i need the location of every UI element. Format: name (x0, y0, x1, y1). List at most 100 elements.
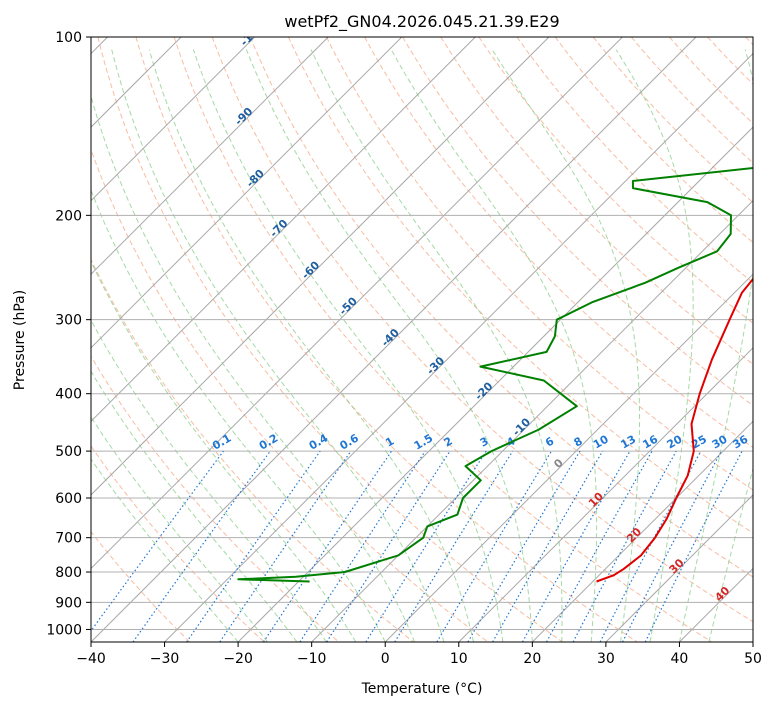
moist-adiabat (390, 49, 598, 642)
isotherm (91, 37, 476, 423)
mixing-ratio-line (521, 450, 631, 642)
y-tick-label: 400 (55, 387, 82, 403)
moist-adiabat (91, 370, 298, 642)
isotherm (237, 126, 753, 642)
isotherm-label: -30 (424, 354, 447, 377)
mixing-ratio-label: 2 (442, 435, 455, 450)
dry-adiabat (135, 37, 638, 642)
mixing-ratio-label: 8 (572, 435, 585, 450)
isotherm (91, 37, 697, 642)
temperature-profile-line (596, 277, 753, 583)
dry-adiabat (478, 37, 753, 324)
y-tick-label: 1000 (46, 622, 82, 638)
moist-adiabat (111, 49, 445, 642)
mixing-ratio-label: 30 (710, 432, 730, 451)
x-tick-label: 0 (381, 651, 390, 667)
dry-adiabat (91, 355, 340, 642)
moist-adiabat (708, 466, 753, 642)
isotherm (91, 37, 550, 496)
x-tick-label: 50 (744, 651, 762, 667)
y-tick-label: 100 (55, 30, 82, 46)
moist-adiabat (192, 49, 504, 642)
dry-adiabat (249, 37, 753, 578)
dry-adiabat (440, 37, 753, 365)
mixing-ratio-label: 36 (730, 432, 750, 451)
isotherm (531, 420, 753, 642)
mixing-ratio-line (644, 450, 743, 642)
isotherm (679, 567, 753, 642)
y-tick-label: 500 (55, 444, 82, 460)
mixing-ratio-line (546, 450, 653, 642)
x-tick-label: −40 (76, 651, 106, 667)
isotherm-label: -60 (299, 258, 322, 281)
isotherm-label: 30 (667, 556, 687, 576)
y-tick-label: 300 (55, 313, 82, 329)
dry-adiabat (554, 37, 753, 244)
isotherm-label: 40 (712, 584, 732, 604)
dry-adiabat (91, 531, 191, 642)
isotherm-label: -10 (510, 415, 533, 438)
dry-adiabat (91, 148, 489, 642)
mixing-ratio-label: 6 (543, 434, 556, 449)
y-axis-label: Pressure (hPa) (12, 290, 28, 390)
mixing-ratio-line (394, 450, 514, 642)
moist-adiabat (91, 260, 357, 642)
isotherm-label: 10 (586, 490, 606, 510)
moist-adiabat (491, 49, 641, 642)
moist-adiabat (91, 458, 239, 642)
x-tick-label: 40 (671, 651, 689, 667)
isotherm (91, 37, 623, 570)
dry-adiabat (91, 445, 265, 642)
mixing-ratio-line (219, 450, 352, 642)
isotherm-label: -100 (238, 20, 267, 49)
dry-adiabat (402, 37, 753, 407)
mixing-ratio-line (572, 450, 677, 642)
isotherm (164, 52, 753, 642)
dry-adiabat (745, 37, 753, 46)
moist-adiabat (148, 49, 474, 642)
isotherm-label: 20 (624, 525, 644, 545)
x-tick-label: 10 (450, 651, 468, 667)
mixing-ratio-line (186, 450, 321, 642)
mixing-ratio-label: 3 (478, 435, 491, 450)
dry-adiabat (364, 37, 753, 449)
isotherm-label: -40 (379, 326, 402, 349)
moist-adiabat (615, 49, 694, 642)
isotherm-label: -70 (267, 217, 290, 240)
dry-adiabat (326, 37, 753, 491)
x-tick-label: 20 (523, 651, 541, 667)
y-tick-label: 600 (55, 491, 82, 507)
dry-adiabat (707, 37, 753, 85)
mixing-ratio-label: 16 (640, 432, 660, 451)
mixing-ratio-line (262, 450, 392, 642)
mixing-ratio-line (467, 450, 581, 642)
x-tick-label: 30 (597, 651, 615, 667)
y-tick-label: 700 (55, 531, 82, 547)
moist-adiabat (245, 49, 533, 642)
x-tick-label: −10 (297, 651, 327, 667)
y-tick-label: 200 (55, 208, 82, 224)
x-tick-label: −20 (223, 651, 253, 667)
isotherm (752, 641, 753, 642)
isotherm-label: -90 (232, 105, 255, 128)
mixing-ratio-label: 1.5 (412, 432, 435, 453)
dry-adiabat (211, 37, 753, 623)
isotherm (458, 347, 753, 642)
isotherm (311, 199, 753, 642)
dry-adiabat (516, 37, 753, 284)
dry-adiabat (669, 37, 753, 124)
mixing-ratio-label: 1 (383, 435, 396, 450)
isotherm (384, 273, 753, 642)
mixing-ratio-line (91, 450, 224, 632)
mixing-ratio-label: 0.4 (307, 431, 331, 452)
x-axis-label: Temperature (°C) (361, 681, 483, 697)
mixing-ratio-label: 10 (591, 432, 611, 451)
mixing-ratio-line (299, 450, 426, 642)
dewpoint-profile-line (237, 166, 753, 583)
isotherm-label: -80 (244, 167, 267, 190)
y-tick-label: 800 (55, 565, 82, 581)
chart-title: wetPf2_GN04.2026.045.21.39.E29 (284, 12, 559, 32)
dry-adiabat (630, 37, 753, 164)
dry-adiabat (91, 258, 414, 642)
